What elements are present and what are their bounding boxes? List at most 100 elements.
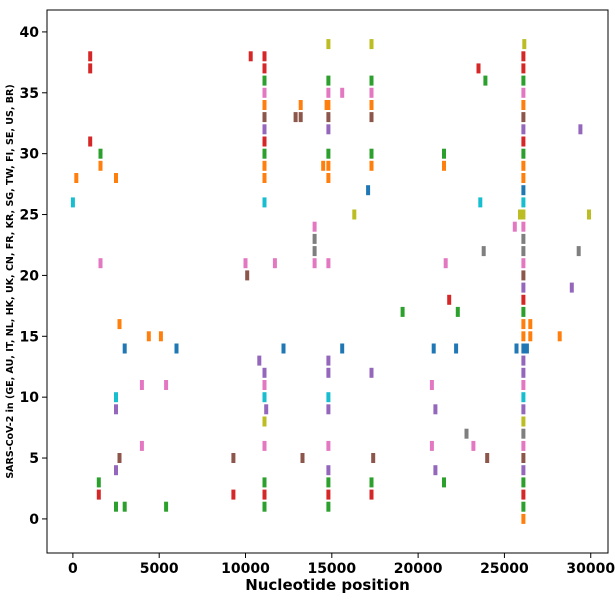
data-point bbox=[521, 51, 526, 62]
data-point bbox=[139, 380, 144, 390]
data-point bbox=[231, 453, 236, 463]
y-tick-label: 25 bbox=[20, 208, 39, 224]
data-point bbox=[442, 477, 446, 488]
data-point bbox=[262, 100, 267, 110]
data-point bbox=[98, 148, 103, 159]
x-tick-label: 10000 bbox=[221, 561, 270, 577]
data-point bbox=[524, 343, 529, 354]
data-point bbox=[429, 380, 434, 390]
y-tick-label: 10 bbox=[20, 390, 40, 406]
data-point bbox=[366, 185, 371, 196]
data-point bbox=[114, 501, 118, 512]
data-point bbox=[262, 112, 267, 123]
data-point bbox=[262, 440, 267, 451]
data-point bbox=[146, 331, 151, 342]
data-point bbox=[369, 160, 374, 171]
data-point bbox=[139, 440, 144, 451]
data-point bbox=[231, 489, 236, 500]
data-point bbox=[521, 380, 526, 390]
data-point bbox=[443, 258, 448, 269]
data-point bbox=[521, 246, 526, 257]
data-point bbox=[262, 75, 267, 86]
data-point bbox=[262, 148, 267, 159]
data-point bbox=[433, 404, 438, 415]
data-point bbox=[521, 428, 526, 439]
data-point bbox=[522, 39, 527, 50]
data-point bbox=[521, 221, 526, 232]
y-tick-label: 0 bbox=[29, 512, 39, 528]
data-point bbox=[174, 343, 179, 354]
data-point bbox=[521, 489, 526, 500]
data-point bbox=[521, 173, 526, 183]
data-point bbox=[262, 367, 267, 378]
data-point bbox=[369, 148, 374, 159]
data-point bbox=[262, 63, 267, 74]
data-point bbox=[518, 209, 522, 220]
data-point bbox=[369, 477, 374, 488]
data-point bbox=[96, 477, 101, 488]
data-point bbox=[326, 100, 331, 110]
plot-frame bbox=[46, 9, 609, 554]
data-point bbox=[272, 258, 277, 269]
data-point bbox=[326, 367, 331, 378]
data-point bbox=[164, 380, 169, 390]
x-tick-label: 25000 bbox=[480, 561, 529, 577]
data-point bbox=[98, 160, 103, 171]
data-point bbox=[298, 100, 303, 110]
data-point bbox=[312, 258, 317, 269]
data-point bbox=[114, 173, 118, 183]
data-point bbox=[88, 51, 93, 62]
data-point bbox=[521, 404, 526, 415]
data-point bbox=[326, 477, 331, 488]
data-point bbox=[521, 100, 526, 110]
data-point bbox=[326, 173, 331, 183]
data-point bbox=[447, 294, 452, 305]
data-point bbox=[340, 87, 345, 98]
data-point bbox=[114, 465, 118, 476]
data-point bbox=[122, 501, 127, 512]
data-point bbox=[521, 197, 526, 208]
data-point bbox=[485, 453, 490, 463]
data-point bbox=[471, 440, 476, 451]
x-axis-label: Nucleotide position bbox=[245, 576, 410, 594]
data-point bbox=[464, 428, 469, 439]
data-point bbox=[578, 124, 583, 135]
data-point bbox=[455, 306, 460, 317]
data-point bbox=[521, 465, 526, 476]
data-point bbox=[481, 246, 486, 257]
data-point bbox=[521, 477, 526, 488]
data-point bbox=[262, 489, 267, 500]
data-point bbox=[312, 246, 317, 257]
data-marks bbox=[70, 39, 591, 524]
data-point bbox=[88, 136, 93, 147]
data-point bbox=[369, 112, 374, 123]
data-point bbox=[262, 380, 267, 390]
data-point bbox=[312, 233, 317, 244]
y-tick-label: 20 bbox=[20, 268, 40, 284]
data-point bbox=[576, 246, 581, 257]
data-point bbox=[478, 197, 483, 208]
data-point bbox=[521, 63, 526, 74]
data-point bbox=[512, 221, 517, 232]
data-point bbox=[262, 160, 267, 171]
data-point bbox=[369, 100, 374, 110]
data-point bbox=[326, 440, 331, 451]
data-point bbox=[262, 173, 267, 183]
y-tick-label: 15 bbox=[20, 329, 39, 345]
data-point bbox=[521, 75, 526, 86]
data-point bbox=[521, 209, 526, 220]
data-point bbox=[262, 124, 267, 135]
y-axis-label: SARS-CoV-2 in (GE, AU, IT, NL, HK, UK, C… bbox=[5, 84, 16, 478]
data-point bbox=[326, 87, 331, 98]
data-point bbox=[243, 258, 248, 269]
data-point bbox=[326, 112, 331, 123]
x-tick-label: 30000 bbox=[566, 561, 615, 577]
data-point bbox=[340, 343, 345, 354]
y-axis-ticks: 0 5 10 15 20 25 30 35 40 bbox=[20, 25, 47, 528]
data-point bbox=[114, 392, 118, 403]
data-point bbox=[114, 404, 118, 415]
data-point bbox=[326, 124, 331, 135]
data-point bbox=[369, 367, 374, 378]
data-point bbox=[326, 75, 331, 86]
data-point bbox=[248, 51, 253, 62]
